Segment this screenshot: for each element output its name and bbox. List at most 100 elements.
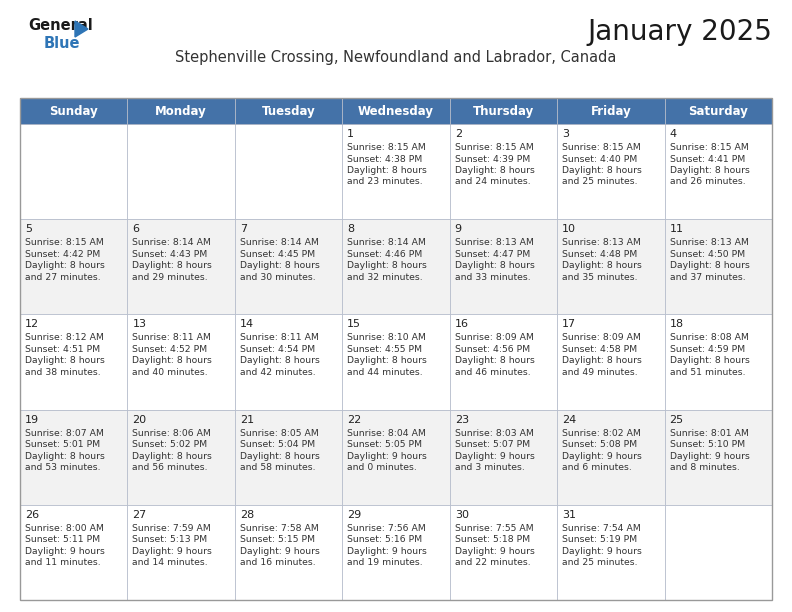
Text: Sunset: 5:15 PM: Sunset: 5:15 PM <box>240 536 315 544</box>
Text: Daylight: 8 hours: Daylight: 8 hours <box>562 166 642 175</box>
Text: and 29 minutes.: and 29 minutes. <box>132 273 208 282</box>
Bar <box>342 219 450 315</box>
Text: and 23 minutes.: and 23 minutes. <box>347 177 423 187</box>
Text: Sunrise: 8:14 AM: Sunrise: 8:14 AM <box>132 238 211 247</box>
Text: Sunrise: 8:11 AM: Sunrise: 8:11 AM <box>132 334 211 342</box>
Bar <box>20 315 128 409</box>
Text: Sunrise: 8:00 AM: Sunrise: 8:00 AM <box>25 524 104 533</box>
Text: Daylight: 9 hours: Daylight: 9 hours <box>562 452 642 461</box>
Text: Sunset: 5:01 PM: Sunset: 5:01 PM <box>25 440 100 449</box>
Text: Sunrise: 8:13 AM: Sunrise: 8:13 AM <box>562 238 641 247</box>
Text: Sunset: 4:54 PM: Sunset: 4:54 PM <box>240 345 315 354</box>
Text: Sunset: 4:59 PM: Sunset: 4:59 PM <box>669 345 744 354</box>
Text: Wednesday: Wednesday <box>358 105 434 118</box>
Text: and 49 minutes.: and 49 minutes. <box>562 368 638 377</box>
Bar <box>450 505 557 600</box>
Text: Sunrise: 8:09 AM: Sunrise: 8:09 AM <box>562 334 641 342</box>
Text: and 8 minutes.: and 8 minutes. <box>669 463 739 472</box>
Text: Sunset: 4:51 PM: Sunset: 4:51 PM <box>25 345 100 354</box>
Text: and 30 minutes.: and 30 minutes. <box>240 273 315 282</box>
Text: Thursday: Thursday <box>473 105 534 118</box>
Text: and 33 minutes.: and 33 minutes. <box>455 273 531 282</box>
Text: and 53 minutes.: and 53 minutes. <box>25 463 101 472</box>
Text: 7: 7 <box>240 224 247 234</box>
Text: Sunrise: 7:58 AM: Sunrise: 7:58 AM <box>240 524 318 533</box>
Text: Sunrise: 8:07 AM: Sunrise: 8:07 AM <box>25 428 104 438</box>
Text: Sunset: 4:48 PM: Sunset: 4:48 PM <box>562 250 638 259</box>
Text: Sunrise: 8:01 AM: Sunrise: 8:01 AM <box>669 428 748 438</box>
Text: 26: 26 <box>25 510 39 520</box>
Text: Friday: Friday <box>591 105 631 118</box>
Text: Sunset: 5:05 PM: Sunset: 5:05 PM <box>347 440 422 449</box>
Text: Daylight: 8 hours: Daylight: 8 hours <box>562 261 642 271</box>
Text: and 25 minutes.: and 25 minutes. <box>562 558 638 567</box>
Text: Sunrise: 7:59 AM: Sunrise: 7:59 AM <box>132 524 211 533</box>
Text: and 16 minutes.: and 16 minutes. <box>240 558 315 567</box>
Text: Sunset: 5:10 PM: Sunset: 5:10 PM <box>669 440 744 449</box>
Text: 21: 21 <box>240 414 254 425</box>
Text: Sunrise: 8:15 AM: Sunrise: 8:15 AM <box>669 143 748 152</box>
Text: 27: 27 <box>132 510 147 520</box>
Text: Sunrise: 8:09 AM: Sunrise: 8:09 AM <box>455 334 534 342</box>
Bar <box>20 98 128 124</box>
Text: 19: 19 <box>25 414 39 425</box>
Text: and 40 minutes.: and 40 minutes. <box>132 368 208 377</box>
Text: and 24 minutes.: and 24 minutes. <box>455 177 531 187</box>
Text: 28: 28 <box>240 510 254 520</box>
Text: Sunrise: 8:15 AM: Sunrise: 8:15 AM <box>455 143 534 152</box>
Text: Daylight: 8 hours: Daylight: 8 hours <box>669 356 749 365</box>
Text: Daylight: 8 hours: Daylight: 8 hours <box>562 356 642 365</box>
Text: Sunday: Sunday <box>49 105 98 118</box>
Bar <box>557 98 664 124</box>
Text: Daylight: 8 hours: Daylight: 8 hours <box>25 261 105 271</box>
Text: and 58 minutes.: and 58 minutes. <box>240 463 315 472</box>
Bar <box>664 219 772 315</box>
Text: Sunset: 4:46 PM: Sunset: 4:46 PM <box>347 250 423 259</box>
Text: and 38 minutes.: and 38 minutes. <box>25 368 101 377</box>
Text: Sunrise: 7:55 AM: Sunrise: 7:55 AM <box>455 524 533 533</box>
Bar <box>664 409 772 505</box>
Text: Sunrise: 8:03 AM: Sunrise: 8:03 AM <box>455 428 534 438</box>
Text: 16: 16 <box>455 319 469 329</box>
Text: 17: 17 <box>562 319 577 329</box>
Bar <box>450 98 557 124</box>
Text: 10: 10 <box>562 224 576 234</box>
Text: Daylight: 8 hours: Daylight: 8 hours <box>132 356 212 365</box>
Text: Monday: Monday <box>155 105 207 118</box>
Text: 15: 15 <box>347 319 361 329</box>
Text: 23: 23 <box>455 414 469 425</box>
Text: and 32 minutes.: and 32 minutes. <box>347 273 423 282</box>
Text: January 2025: January 2025 <box>587 18 772 46</box>
Text: and 26 minutes.: and 26 minutes. <box>669 177 745 187</box>
Text: Daylight: 8 hours: Daylight: 8 hours <box>455 356 535 365</box>
Text: Daylight: 8 hours: Daylight: 8 hours <box>240 452 320 461</box>
Text: Stephenville Crossing, Newfoundland and Labrador, Canada: Stephenville Crossing, Newfoundland and … <box>175 50 617 65</box>
Text: Tuesday: Tuesday <box>261 105 315 118</box>
Text: and 37 minutes.: and 37 minutes. <box>669 273 745 282</box>
Text: Sunrise: 8:08 AM: Sunrise: 8:08 AM <box>669 334 748 342</box>
Bar <box>342 315 450 409</box>
Text: 1: 1 <box>347 129 354 139</box>
Bar <box>450 409 557 505</box>
Bar <box>664 98 772 124</box>
Bar <box>664 124 772 219</box>
Text: 6: 6 <box>132 224 139 234</box>
Text: 4: 4 <box>669 129 676 139</box>
Text: Sunset: 5:02 PM: Sunset: 5:02 PM <box>132 440 208 449</box>
Text: 2: 2 <box>455 129 462 139</box>
Text: and 51 minutes.: and 51 minutes. <box>669 368 745 377</box>
Bar <box>557 315 664 409</box>
Text: Daylight: 9 hours: Daylight: 9 hours <box>455 547 535 556</box>
Text: and 0 minutes.: and 0 minutes. <box>347 463 417 472</box>
Bar <box>342 124 450 219</box>
Text: Sunset: 4:47 PM: Sunset: 4:47 PM <box>455 250 530 259</box>
Bar <box>450 315 557 409</box>
Text: and 56 minutes.: and 56 minutes. <box>132 463 208 472</box>
Text: Sunset: 4:55 PM: Sunset: 4:55 PM <box>347 345 422 354</box>
Text: Sunset: 5:07 PM: Sunset: 5:07 PM <box>455 440 530 449</box>
Bar <box>128 124 235 219</box>
Text: Sunset: 5:11 PM: Sunset: 5:11 PM <box>25 536 100 544</box>
Bar <box>342 98 450 124</box>
Text: and 44 minutes.: and 44 minutes. <box>347 368 423 377</box>
Text: Sunrise: 8:14 AM: Sunrise: 8:14 AM <box>240 238 318 247</box>
